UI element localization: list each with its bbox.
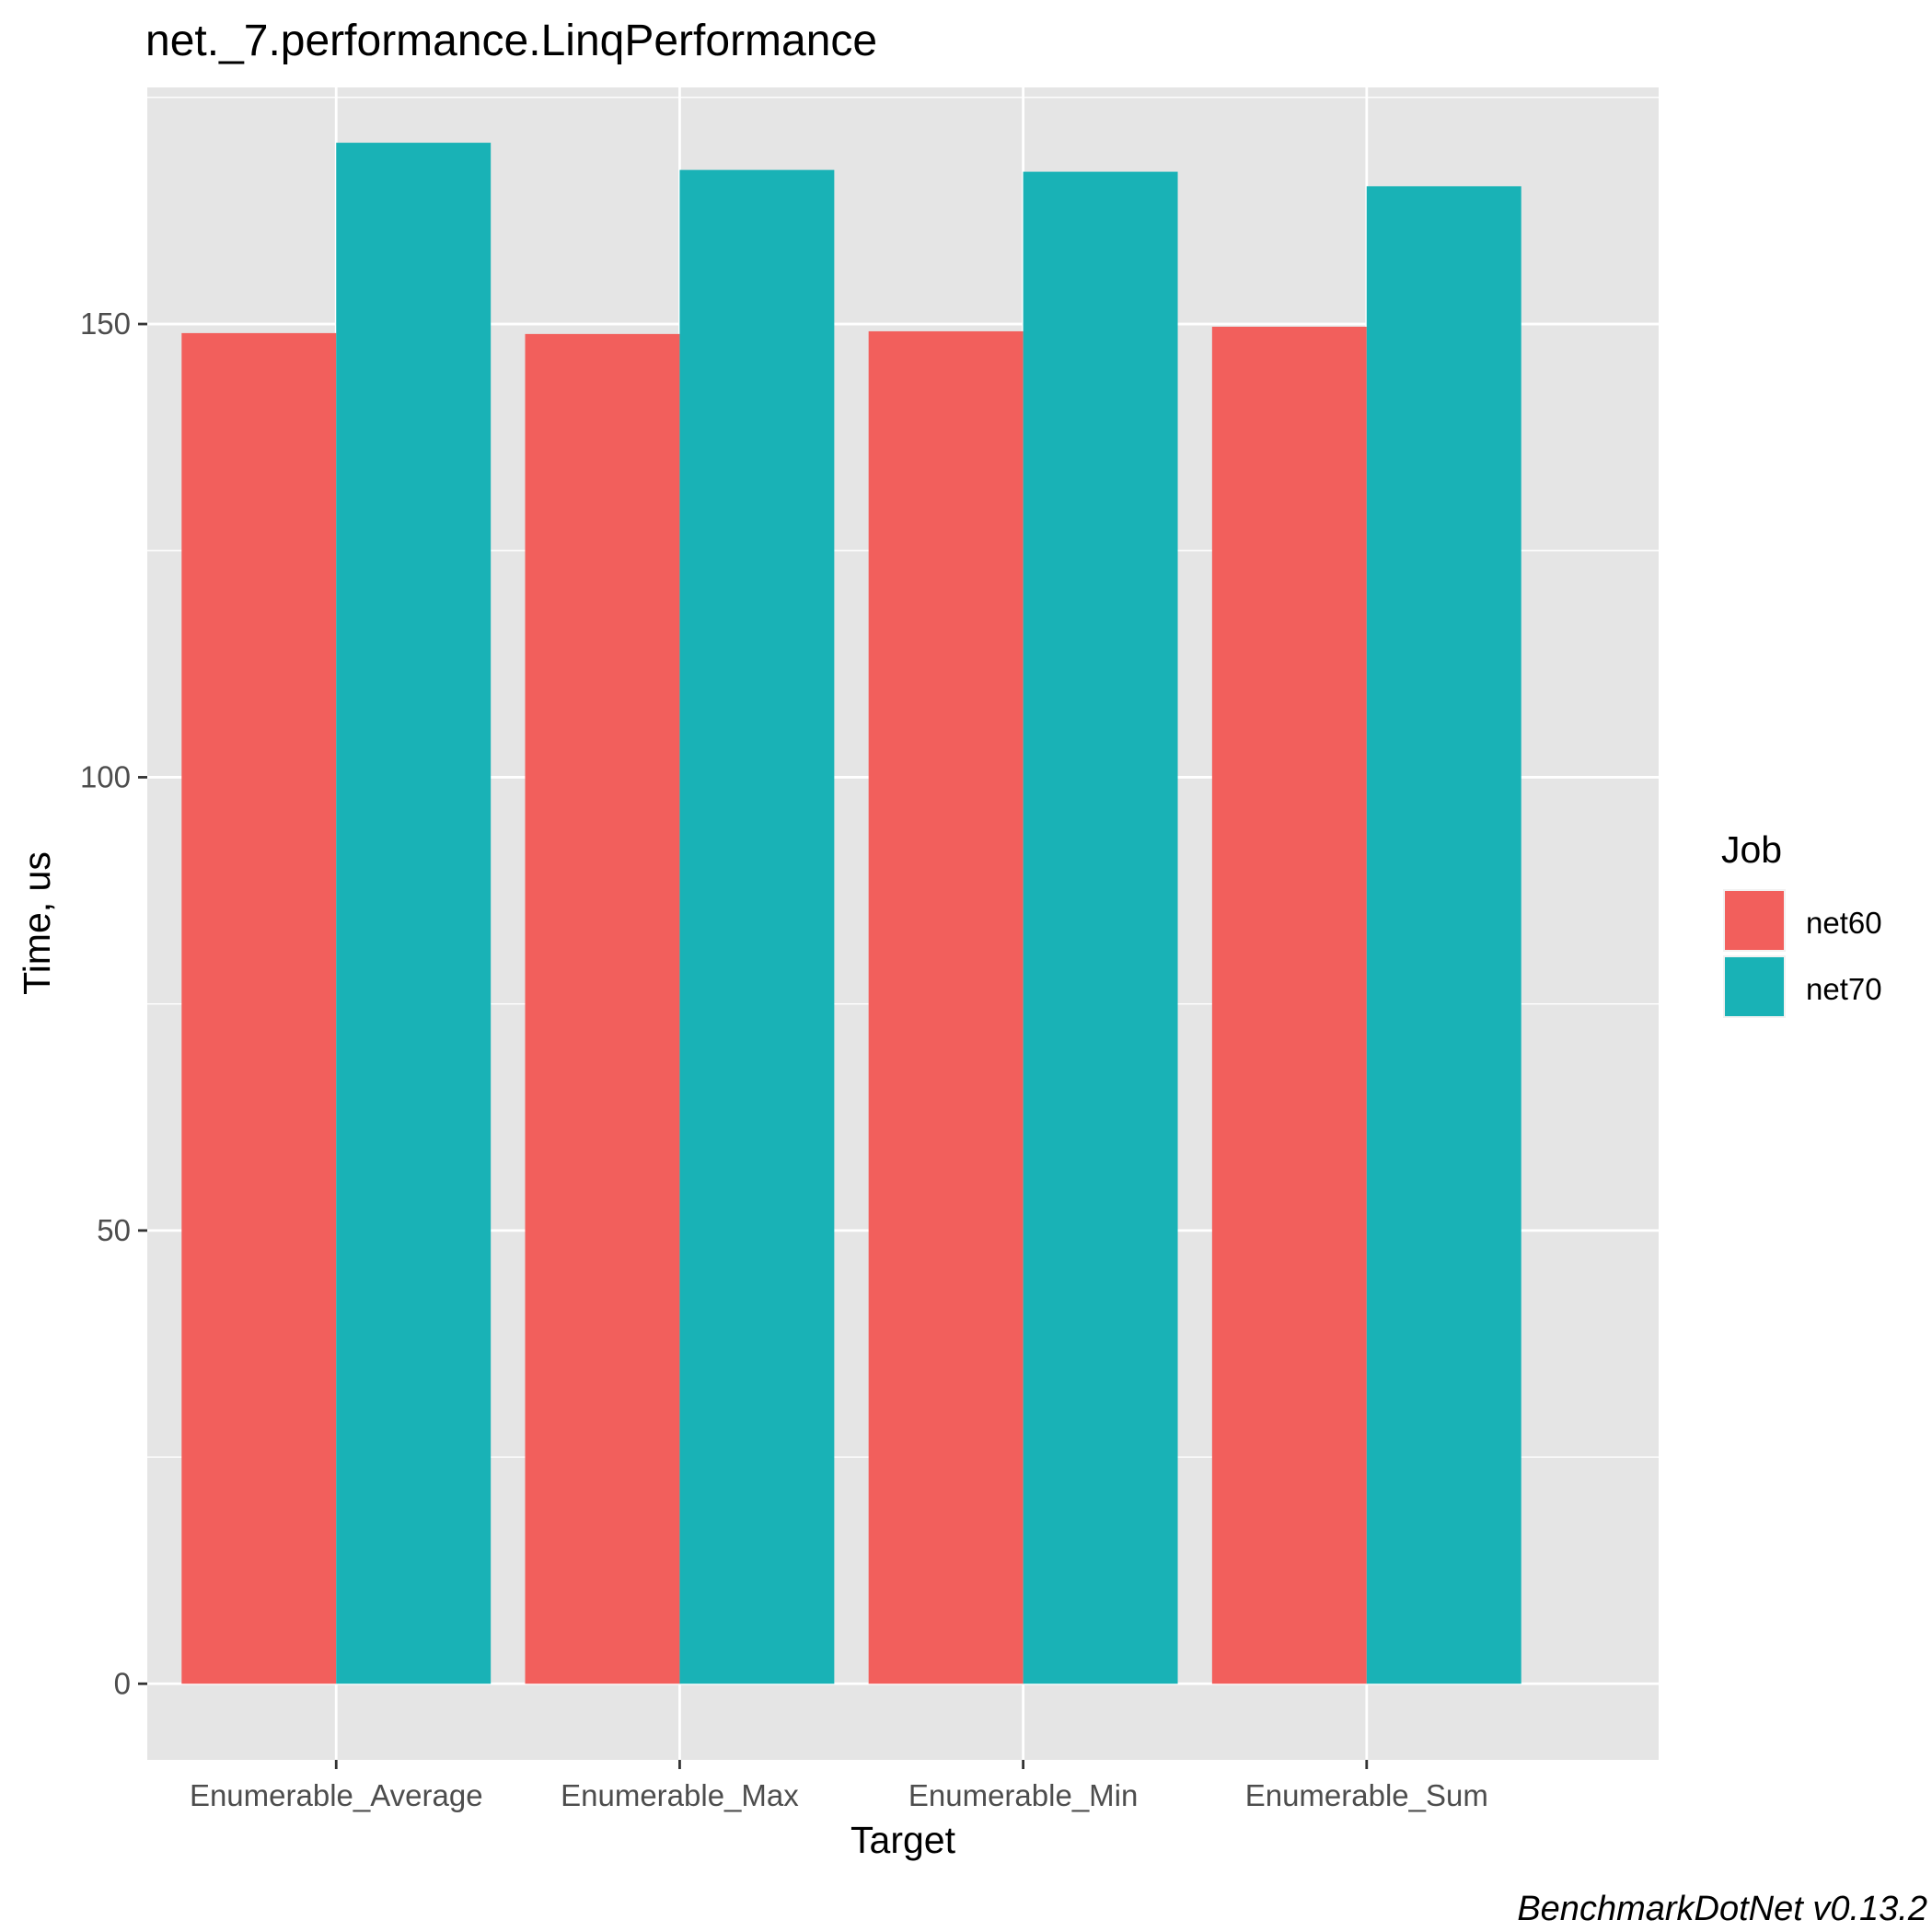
- bar-net70-Enumerable_Average: [336, 143, 492, 1684]
- bars: [181, 143, 1521, 1684]
- x-axis: Enumerable_Average Enumerable_Max Enumerab…: [190, 1760, 1488, 1812]
- legend-label-net60: net60: [1806, 906, 1882, 940]
- y-tick-label: 100: [80, 759, 131, 793]
- legend-label-net70: net70: [1806, 972, 1882, 1006]
- legend-title: Job: [1721, 828, 1782, 871]
- legend: Job net60 net70: [1721, 828, 1882, 1018]
- y-tick-label: 0: [114, 1666, 131, 1700]
- y-axis: 0 50 100 150: [80, 307, 147, 1700]
- x-axis-title: Target: [850, 1819, 956, 1861]
- y-tick-label: 150: [80, 307, 131, 341]
- legend-key-net60: [1725, 891, 1784, 950]
- caption: BenchmarkDotNet v0.13.2: [1517, 1890, 1927, 1928]
- bar-net60-Enumerable_Max: [525, 333, 680, 1684]
- bar-net60-Enumerable_Average: [181, 332, 337, 1684]
- bar-net70-Enumerable_Sum: [1366, 186, 1521, 1684]
- y-axis-title: Time, us: [16, 851, 58, 995]
- x-tick-label: Enumerable_Min: [908, 1778, 1138, 1812]
- y-tick-label: 50: [97, 1213, 131, 1247]
- bar-net70-Enumerable_Min: [1023, 171, 1178, 1684]
- x-tick-label: Enumerable_Max: [561, 1778, 799, 1812]
- chart-title: net._7.performance.LinqPerformance: [145, 17, 877, 65]
- bar-net60-Enumerable_Sum: [1211, 326, 1367, 1684]
- x-tick-label: Enumerable_Sum: [1245, 1778, 1488, 1812]
- legend-key-net70: [1725, 957, 1784, 1016]
- bar-net60-Enumerable_Min: [868, 330, 1024, 1684]
- x-tick-label: Enumerable_Average: [190, 1778, 483, 1812]
- bar-net70-Enumerable_Max: [679, 169, 835, 1684]
